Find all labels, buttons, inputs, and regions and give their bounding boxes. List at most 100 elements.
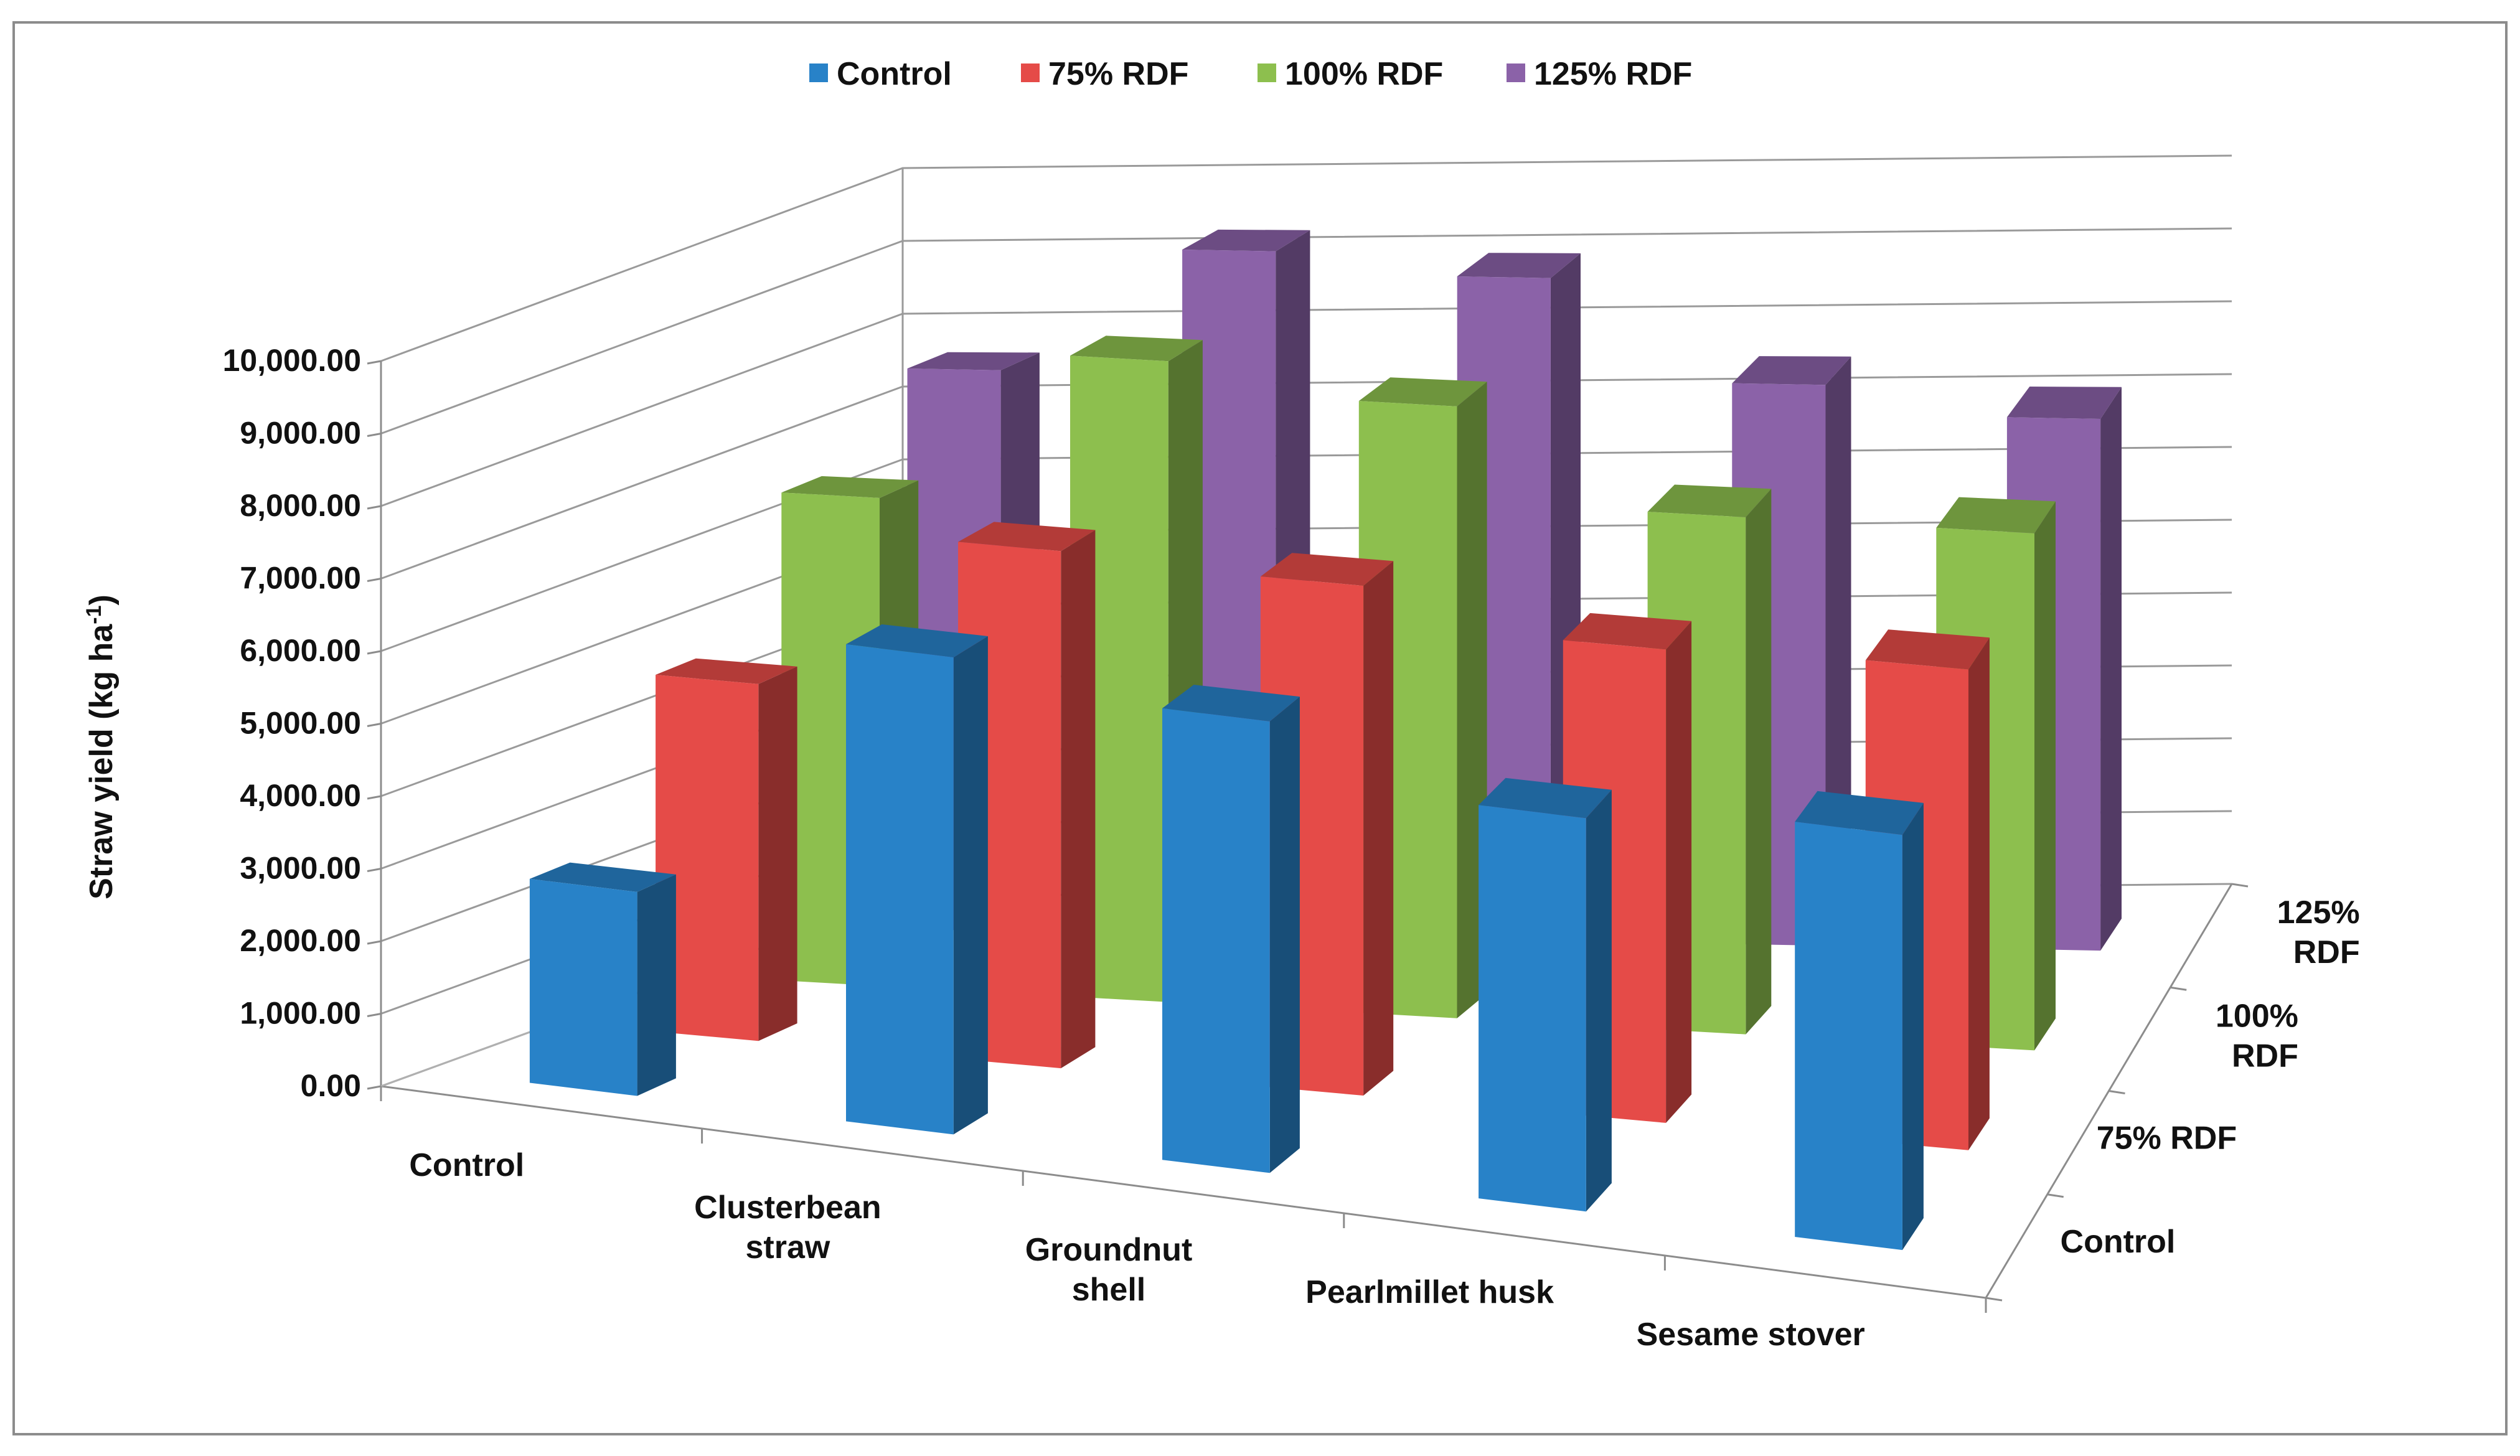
legend: Control 75% RDF 100% RDF 125% RDF — [809, 56, 1692, 92]
y-tick-mark — [367, 433, 382, 437]
y-tick-mark — [367, 868, 382, 872]
bar-top-face — [1070, 336, 1203, 362]
y-tick-label: 0.00 — [301, 1068, 361, 1103]
x-category-label: Pearlmillet husk — [1305, 1274, 1554, 1310]
bar-side-face — [1968, 637, 1990, 1150]
depth-category-label: Control — [2061, 1224, 2176, 1260]
legend-swatch — [809, 63, 828, 82]
bar-top-face — [1182, 229, 1310, 251]
bar-front-face — [1795, 822, 1902, 1251]
axis-labels: 0.00 1,000.00 2,000.00 3,000.00 4,000.00 5,00… — [223, 343, 2360, 1353]
y-tick-label: 9,000.00 — [240, 416, 361, 451]
x-category-label: Sesame stover — [1637, 1317, 1865, 1353]
bar-front-face — [846, 644, 954, 1135]
y-tick-label: 6,000.00 — [240, 633, 361, 668]
depth-tick-mark — [2047, 1193, 2064, 1198]
y-tick-mark — [367, 1013, 382, 1017]
legend-label: Control — [837, 56, 952, 92]
depth-tick-mark — [2231, 883, 2249, 888]
y-tick-label: 5,000.00 — [240, 706, 361, 741]
y-tick-label: 1,000.00 — [240, 996, 361, 1031]
bar-top-face — [907, 352, 1040, 370]
legend-item: Control — [809, 56, 952, 92]
depth-tick-mark — [1985, 1297, 2003, 1302]
y-tick-mark — [367, 578, 382, 582]
bar-top-face — [1936, 497, 2056, 533]
bar-side-face — [1363, 561, 1394, 1096]
legend-swatch — [1021, 63, 1040, 82]
bar-front-face — [656, 675, 759, 1041]
y-tick-mark — [367, 1085, 382, 1090]
bar-top-face — [1479, 777, 1612, 819]
y-tick-mark — [367, 940, 382, 945]
y-tick-mark — [367, 360, 382, 365]
bar-control-1 — [846, 624, 988, 1135]
depth-tick-mark — [2109, 1090, 2125, 1094]
bar-control-2 — [1162, 685, 1300, 1173]
y-tick-label: 7,000.00 — [240, 561, 361, 596]
bar-top-face — [1865, 629, 1990, 670]
bar-top-face — [846, 624, 988, 658]
legend-swatch — [1258, 63, 1276, 82]
axes — [367, 168, 2249, 1313]
bar-front-face — [1162, 708, 1270, 1173]
y-tick-mark — [367, 505, 382, 510]
legend-item: 100% RDF — [1258, 56, 1443, 92]
y-tick-label: 3,000.00 — [240, 851, 361, 886]
bar-control-0 — [529, 862, 676, 1096]
bar-side-face — [637, 874, 676, 1096]
bar-side-face — [2100, 387, 2122, 951]
y-tick-label: 4,000.00 — [240, 778, 361, 813]
x-axis-line — [380, 1085, 1986, 1299]
legend-item: 125% RDF — [1507, 56, 1692, 92]
y-tick-label: 10,000.00 — [223, 343, 361, 378]
bar-side-face — [1746, 489, 1772, 1035]
y-axis-title: Straw yield (kg ha-1) — [82, 594, 120, 899]
y-tick-mark — [367, 723, 382, 727]
bar-top-face — [781, 476, 919, 498]
y-tick-label: 8,000.00 — [240, 488, 361, 523]
x-category-label: Groundnut shell — [1025, 1232, 1193, 1308]
bar-front-face — [1479, 805, 1586, 1212]
bar-side-face — [1586, 789, 1612, 1212]
bar-top-face — [2006, 387, 2122, 419]
legend-item: 75% RDF — [1021, 56, 1188, 92]
depth-category-label: 75% RDF — [2097, 1120, 2237, 1157]
y-tick-mark — [367, 795, 382, 800]
bar-top-face — [1260, 553, 1394, 586]
bar-top-face — [1563, 613, 1692, 650]
x-category-label: Clusterbean straw — [694, 1190, 882, 1266]
bar-top-face — [1732, 356, 1851, 385]
bar-top-face — [529, 862, 676, 892]
bar-side-face — [1666, 621, 1692, 1123]
bar-side-face — [1061, 530, 1096, 1069]
legend-swatch — [1507, 63, 1525, 82]
bar-top-face — [1358, 377, 1487, 406]
bar-75-rdf-0 — [656, 658, 797, 1041]
bar-side-face — [953, 636, 988, 1135]
legend-label: 125% RDF — [1534, 56, 1692, 92]
depth-category-label: 100% RDF — [2216, 998, 2298, 1074]
bar-top-face — [1647, 484, 1772, 517]
bar-side-face — [1902, 802, 1924, 1251]
bar-control-4 — [1795, 791, 1924, 1251]
depth-category-label: 125% RDF — [2277, 895, 2360, 970]
bars — [529, 229, 2122, 1251]
bar-front-face — [529, 878, 637, 1096]
y-tick-mark — [367, 650, 382, 655]
bar-top-face — [958, 522, 1096, 552]
y-tick-label: 2,000.00 — [240, 923, 361, 958]
bar-top-face — [1795, 791, 1924, 835]
legend-label: 75% RDF — [1048, 56, 1188, 92]
bar-side-face — [758, 666, 797, 1041]
bar-side-face — [1269, 697, 1300, 1173]
x-category-label: Control — [409, 1147, 524, 1183]
legend-label: 100% RDF — [1285, 56, 1443, 92]
bar-top-face — [656, 658, 797, 684]
bar-top-face — [1457, 253, 1581, 278]
bar-side-face — [2034, 501, 2056, 1051]
depth-tick-mark — [2170, 986, 2187, 991]
bar-control-3 — [1479, 777, 1612, 1212]
bar-top-face — [1162, 685, 1300, 721]
